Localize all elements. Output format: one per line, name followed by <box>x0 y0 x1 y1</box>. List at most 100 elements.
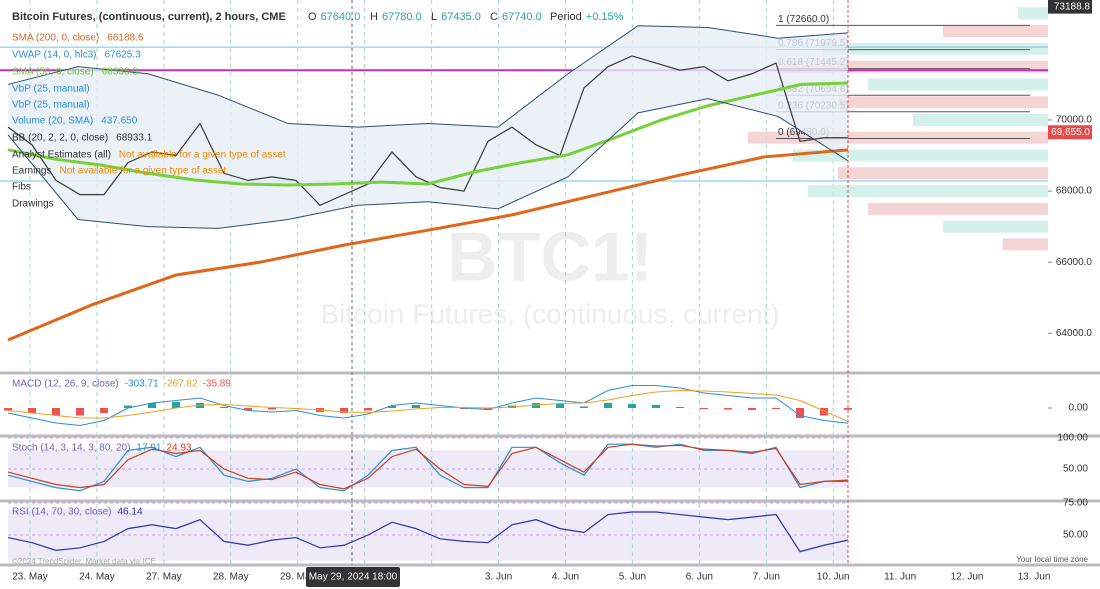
macd-histogram-bar <box>700 408 708 409</box>
x-tick-label: 28. May <box>213 572 249 583</box>
chart-title: Bitcoin Futures, (continuous, current), … <box>12 11 286 23</box>
timezone: Your local time zone <box>1016 555 1088 564</box>
price-badge-label: 73188.8 <box>1054 1 1091 12</box>
x-tick-label: 3. Jun <box>485 572 512 583</box>
macd-histogram-bar <box>340 408 348 413</box>
volume-profile-bar <box>868 78 1048 91</box>
macd-histogram-bar <box>124 405 132 408</box>
volume-profile-bar <box>1018 7 1048 20</box>
legend-label: SMA (200, 0, close) <box>12 33 99 44</box>
macd-histogram-bar <box>172 402 180 408</box>
cursor-label-bg <box>306 567 400 587</box>
legend-value: 66188.6 <box>107 33 144 44</box>
signal-line <box>7 389 849 422</box>
x-tick-label: 23. May <box>12 572 48 583</box>
legend-label: Fibs <box>12 182 31 193</box>
fib-label: 1 (72660.0) <box>778 14 829 25</box>
macd-histogram-bar <box>364 408 372 411</box>
y-tick-label: 68000.0 <box>1056 186 1093 197</box>
ohlc-value: +0.15% <box>586 11 624 23</box>
macd-histogram-bar <box>412 405 420 408</box>
bb-area <box>8 25 848 229</box>
footer: ©2024 TrendSpider, Market data via ICE <box>12 557 156 566</box>
x-tick-label: 4. Jun <box>552 572 579 583</box>
volume-profile-bar <box>913 113 1048 126</box>
legend-label: Drawings <box>12 199 54 210</box>
macd-histogram-bar <box>244 408 252 411</box>
legend-value: 437.650 <box>101 116 138 127</box>
price-badge <box>1048 125 1092 140</box>
ohlc-value: 67780.0 <box>382 11 422 23</box>
y-tick-label: 50.00 <box>1063 464 1088 475</box>
y-tick-label: 64000.0 <box>1056 328 1093 339</box>
ohlc-value: 67640.0 <box>321 11 361 23</box>
macd-histogram-bar <box>580 406 588 408</box>
x-tick-label: 24. May <box>79 572 115 583</box>
panel-readout: -303.71 <box>125 379 159 390</box>
x-tick-label: 7. Jun <box>753 572 780 583</box>
panel-readout: 17.91 <box>136 443 161 454</box>
series-line <box>7 55 848 207</box>
legend-label: Analyst Estimates (all) <box>12 150 111 161</box>
macd-histogram-bar <box>748 408 756 410</box>
x-tick-label: 5. Jun <box>619 572 646 583</box>
panel-label: Stoch (14, 3, 14, 3, 80, 20) <box>12 443 130 454</box>
volume-profile-bar <box>943 220 1048 233</box>
stoch-k-line <box>7 443 848 492</box>
panel-readout: 24.93 <box>166 443 191 454</box>
legend-value: Not available for a given type of asset <box>119 150 286 161</box>
legend-value: 68338.9 <box>102 67 139 78</box>
y-tick-label: 0.00 <box>1069 403 1089 414</box>
x-tick-label: 12. Jun <box>951 572 984 583</box>
series-line <box>7 98 849 229</box>
series-line <box>7 81 849 187</box>
volume-profile-bar <box>823 42 1048 55</box>
macd-histogram-bar <box>604 403 612 408</box>
y-tick-label: 66000.0 <box>1056 257 1093 268</box>
macd-histogram-bar <box>220 407 228 408</box>
legend-value: 68933.1 <box>116 133 153 144</box>
ohlc-label: L <box>431 11 437 23</box>
macd-histogram-bar <box>820 408 828 416</box>
macd-histogram-bar <box>268 408 276 410</box>
panel-label: MACD (12, 26, 9, close) <box>12 379 119 390</box>
volume-profile-bar <box>838 167 1048 180</box>
legend-label: VWAP (14, 0, hlc3) <box>12 50 96 61</box>
series-line <box>7 148 849 342</box>
macd-histogram-bar <box>772 408 780 409</box>
y-tick-label: 50.00 <box>1063 530 1088 541</box>
x-tick-label: 6. Jun <box>686 572 713 583</box>
macd-histogram-bar <box>388 406 396 408</box>
macd-histogram-bar <box>148 403 156 408</box>
macd-histogram-bar <box>4 408 12 411</box>
legend-label: SMA (50, 0, close) <box>12 67 94 78</box>
y-tick-label: 70000.0 <box>1056 115 1093 126</box>
macd-histogram-bar <box>796 408 804 418</box>
price-badge <box>1048 0 1092 14</box>
ohlc-label: H <box>370 11 378 23</box>
macd-histogram-bar <box>676 407 684 408</box>
macd-histogram-bar <box>52 408 60 416</box>
legend-label: Volume (20, SMA) <box>12 116 93 127</box>
legend-label: BB (20, 2, 2, 0, close) <box>12 133 108 144</box>
volume-profile-bar <box>1003 238 1048 251</box>
macd-histogram-bar <box>28 408 36 413</box>
x-tick-label: 11. Jun <box>884 572 916 583</box>
rsi-line <box>7 511 849 553</box>
macd-histogram-bar <box>844 408 852 410</box>
price-badge-label: 69,655.0 <box>1051 127 1090 138</box>
macd-histogram-bar <box>652 405 660 408</box>
ohlc-value: 67435.0 <box>441 11 481 23</box>
legend-value: 67625.3 <box>104 50 141 61</box>
volume-profile-bar <box>868 202 1048 215</box>
y-tick-label: 100.00 <box>1057 433 1088 444</box>
macd-histogram-bar <box>76 408 84 416</box>
panel-readout: -267.82 <box>164 379 198 390</box>
stoch-d-line <box>7 443 849 490</box>
cursor-label: May 29, 2024 18:00 <box>309 572 398 583</box>
volume-profile-bar <box>838 96 1048 109</box>
macd-line <box>7 385 849 427</box>
macd-histogram-bar <box>724 408 732 410</box>
watermark-subtitle: Bitcoin Futures, (continuous, current) <box>320 298 779 329</box>
